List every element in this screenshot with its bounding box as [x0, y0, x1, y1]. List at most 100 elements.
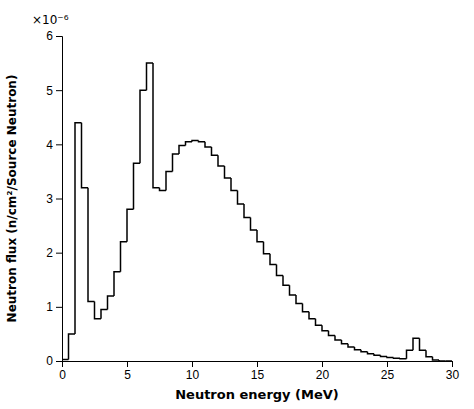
histogram-step: [316, 319, 323, 326]
x-tick: 20: [316, 361, 330, 382]
histogram-step: [101, 310, 108, 319]
histogram-step: [192, 141, 199, 142]
histogram-step: [342, 340, 349, 344]
y-tick-label: 6: [46, 29, 53, 43]
plot-area: 0 5 10 15 20 25 30 0 1 2 3 4 5 6: [46, 29, 459, 381]
histogram-step: [238, 190, 245, 204]
y-tick: 0: [46, 354, 62, 368]
histogram-step: [173, 154, 180, 171]
histogram-step: [212, 147, 219, 155]
histogram-step: [433, 357, 440, 360]
y-tick-label: 2: [46, 246, 53, 260]
y-tick-mark: [56, 253, 62, 254]
y-axis-line: [56, 37, 63, 362]
y-tick-label: 4: [46, 138, 53, 152]
histogram-step: [225, 166, 232, 178]
series: [62, 63, 452, 361]
histogram-step: [62, 359, 69, 361]
x-tick-mark: [322, 361, 323, 367]
y-tick: 6: [46, 29, 62, 43]
y-tick-mark: [56, 90, 62, 91]
x-tick-mark: [452, 361, 453, 367]
x-tick-mark: [192, 361, 193, 367]
histogram-step: [439, 360, 446, 361]
x-axis: 0 5 10 15 20 25 30: [59, 361, 459, 382]
histogram-step: [88, 188, 95, 302]
histogram-step: [147, 63, 154, 90]
y-tick: 1: [46, 300, 62, 314]
y-tick-mark: [56, 144, 62, 145]
histogram-step: [335, 336, 342, 340]
histogram-step: [309, 312, 316, 319]
histogram-step: [114, 272, 121, 296]
histogram-step: [160, 188, 167, 191]
x-tick-label: 30: [446, 368, 460, 382]
histogram-step: [134, 163, 141, 209]
x-tick-label: 10: [186, 368, 200, 382]
histogram-step: [446, 360, 453, 361]
chart: 0510152025300123456Neutron energy (MeV)N…: [0, 0, 474, 409]
histogram-step: [95, 301, 102, 318]
histogram-step: [244, 204, 251, 218]
histogram-step: [368, 352, 375, 354]
histogram-step: [205, 142, 212, 147]
y-tick-label: 0: [46, 354, 53, 368]
histogram-step: [348, 344, 355, 347]
histogram-step: [257, 230, 264, 242]
histogram-step: [75, 123, 82, 334]
x-axis-title: Neutron energy (MeV): [175, 387, 339, 402]
histogram-step: [153, 63, 160, 188]
histogram-step: [251, 217, 258, 229]
x-tick-label: 25: [381, 368, 395, 382]
histogram-step: [127, 209, 134, 242]
histogram-step: [199, 141, 206, 142]
histogram-step: [329, 331, 336, 336]
histogram-step: [231, 178, 238, 190]
histogram-step: [303, 304, 310, 312]
histogram-step: [140, 90, 147, 163]
x-tick: 0: [59, 361, 66, 382]
histogram-step: [355, 347, 362, 350]
x-tick-label: 5: [124, 368, 131, 382]
histogram-step: [407, 350, 414, 359]
y-tick: 2: [46, 246, 62, 260]
y-tick-mark: [56, 199, 62, 200]
histogram-step: [322, 325, 329, 330]
histogram-step: [218, 155, 225, 166]
histogram-step: [179, 145, 186, 154]
y-tick-label: 5: [46, 84, 53, 98]
x-tick: 5: [124, 361, 131, 382]
annotation: ×10⁻⁶: [32, 13, 69, 27]
x-tick: 25: [381, 361, 395, 382]
histogram-step: [186, 142, 193, 146]
histogram-step: [166, 171, 173, 190]
histogram-step: [121, 242, 128, 272]
y-tick-mark: [56, 307, 62, 308]
y-tick-label: 3: [46, 192, 53, 206]
y-tick-label: 1: [46, 300, 53, 314]
x-tick-label: 15: [251, 368, 265, 382]
histogram-step: [264, 242, 271, 254]
histogram-step: [69, 334, 76, 359]
y-tick: 3: [46, 192, 62, 206]
y-tick-mark: [56, 36, 62, 37]
x-tick-mark: [127, 361, 128, 367]
histogram-step: [290, 285, 297, 295]
histogram-step: [296, 295, 303, 304]
x-tick-mark: [257, 361, 258, 367]
x-axis-line: [63, 362, 453, 368]
histogram-step: [387, 356, 394, 357]
y-tick: 4: [46, 138, 62, 152]
histogram-step: [283, 275, 290, 285]
histogram-step: [270, 254, 277, 265]
histogram-step: [400, 358, 407, 360]
histogram-step: [277, 265, 284, 276]
histogram-step: [413, 338, 420, 350]
histogram-step: [394, 357, 401, 359]
x-tick: 10: [186, 361, 200, 382]
histogram-step: [381, 355, 388, 356]
x-tick: 15: [251, 361, 265, 382]
y-axis: 0 1 2 3 4 5 6: [46, 29, 62, 368]
x-tick: 30: [446, 361, 460, 382]
y-tick-mark: [56, 361, 62, 362]
